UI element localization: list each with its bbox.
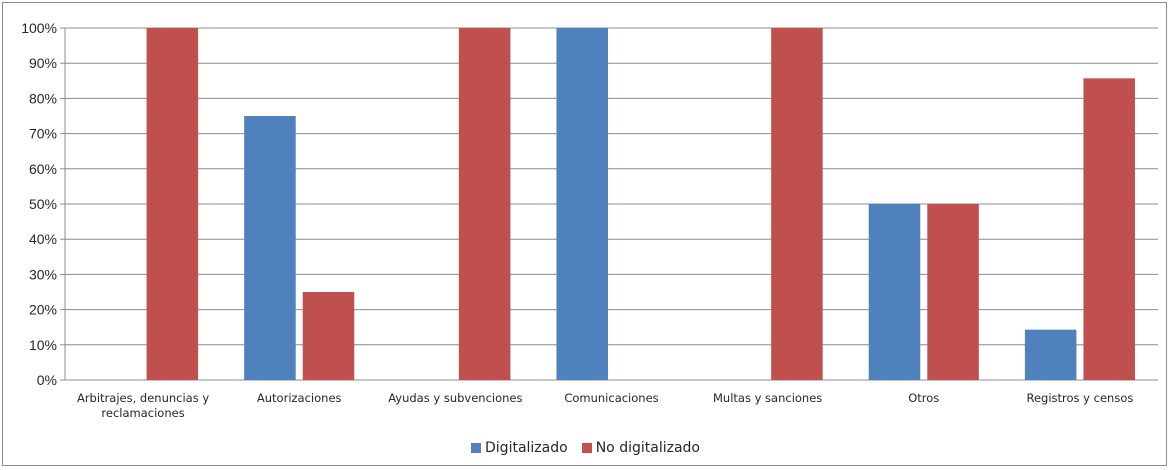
category-label: Multas y sanciones [713, 391, 822, 405]
y-tick-label: 70% [29, 126, 57, 142]
bar-no-digitalizado [146, 28, 199, 380]
y-tick-label: 0% [37, 372, 57, 388]
y-tick-label: 50% [29, 196, 57, 212]
category-label: Arbitrajes, denuncias y reclamaciones [77, 391, 209, 420]
bar-digitalizado [1024, 329, 1077, 380]
category-label: Otros [908, 391, 939, 405]
bar-no-digitalizado [302, 292, 355, 380]
bar-no-digitalizado [927, 204, 979, 380]
y-tick-label: 30% [29, 266, 57, 282]
bar-digitalizado [868, 204, 921, 380]
y-tick-label: 40% [29, 231, 57, 247]
bar-digitalizado [244, 116, 296, 380]
y-tick-label: 100% [21, 20, 57, 36]
y-tick-label: 20% [29, 302, 57, 318]
legend-label-no-digitalizado: No digitalizado [595, 440, 700, 456]
y-tick-label: 90% [29, 55, 57, 71]
category-label: Ayudas y subvenciones [388, 391, 522, 405]
y-tick-label: 10% [29, 337, 57, 353]
category-label: Registros y censos [1026, 391, 1133, 405]
y-tick-label: 60% [29, 161, 57, 177]
legend: Digitalizado No digitalizado [0, 440, 1171, 456]
legend-swatch-no-digitalizado [581, 443, 592, 453]
bar-no-digitalizado [771, 28, 823, 380]
legend-label-digitalizado: Digitalizado [485, 440, 568, 456]
bar-no-digitalizado [1083, 78, 1135, 380]
bar-no-digitalizado [458, 28, 511, 380]
legend-item-no-digitalizado: No digitalizado [581, 440, 700, 456]
legend-swatch-digitalizado [471, 443, 482, 453]
category-label: Autorizaciones [257, 391, 342, 405]
y-tick-label: 80% [29, 90, 57, 106]
bar-digitalizado [556, 28, 608, 380]
legend-item-digitalizado: Digitalizado [471, 440, 568, 456]
category-label: Comunicaciones [564, 391, 658, 405]
